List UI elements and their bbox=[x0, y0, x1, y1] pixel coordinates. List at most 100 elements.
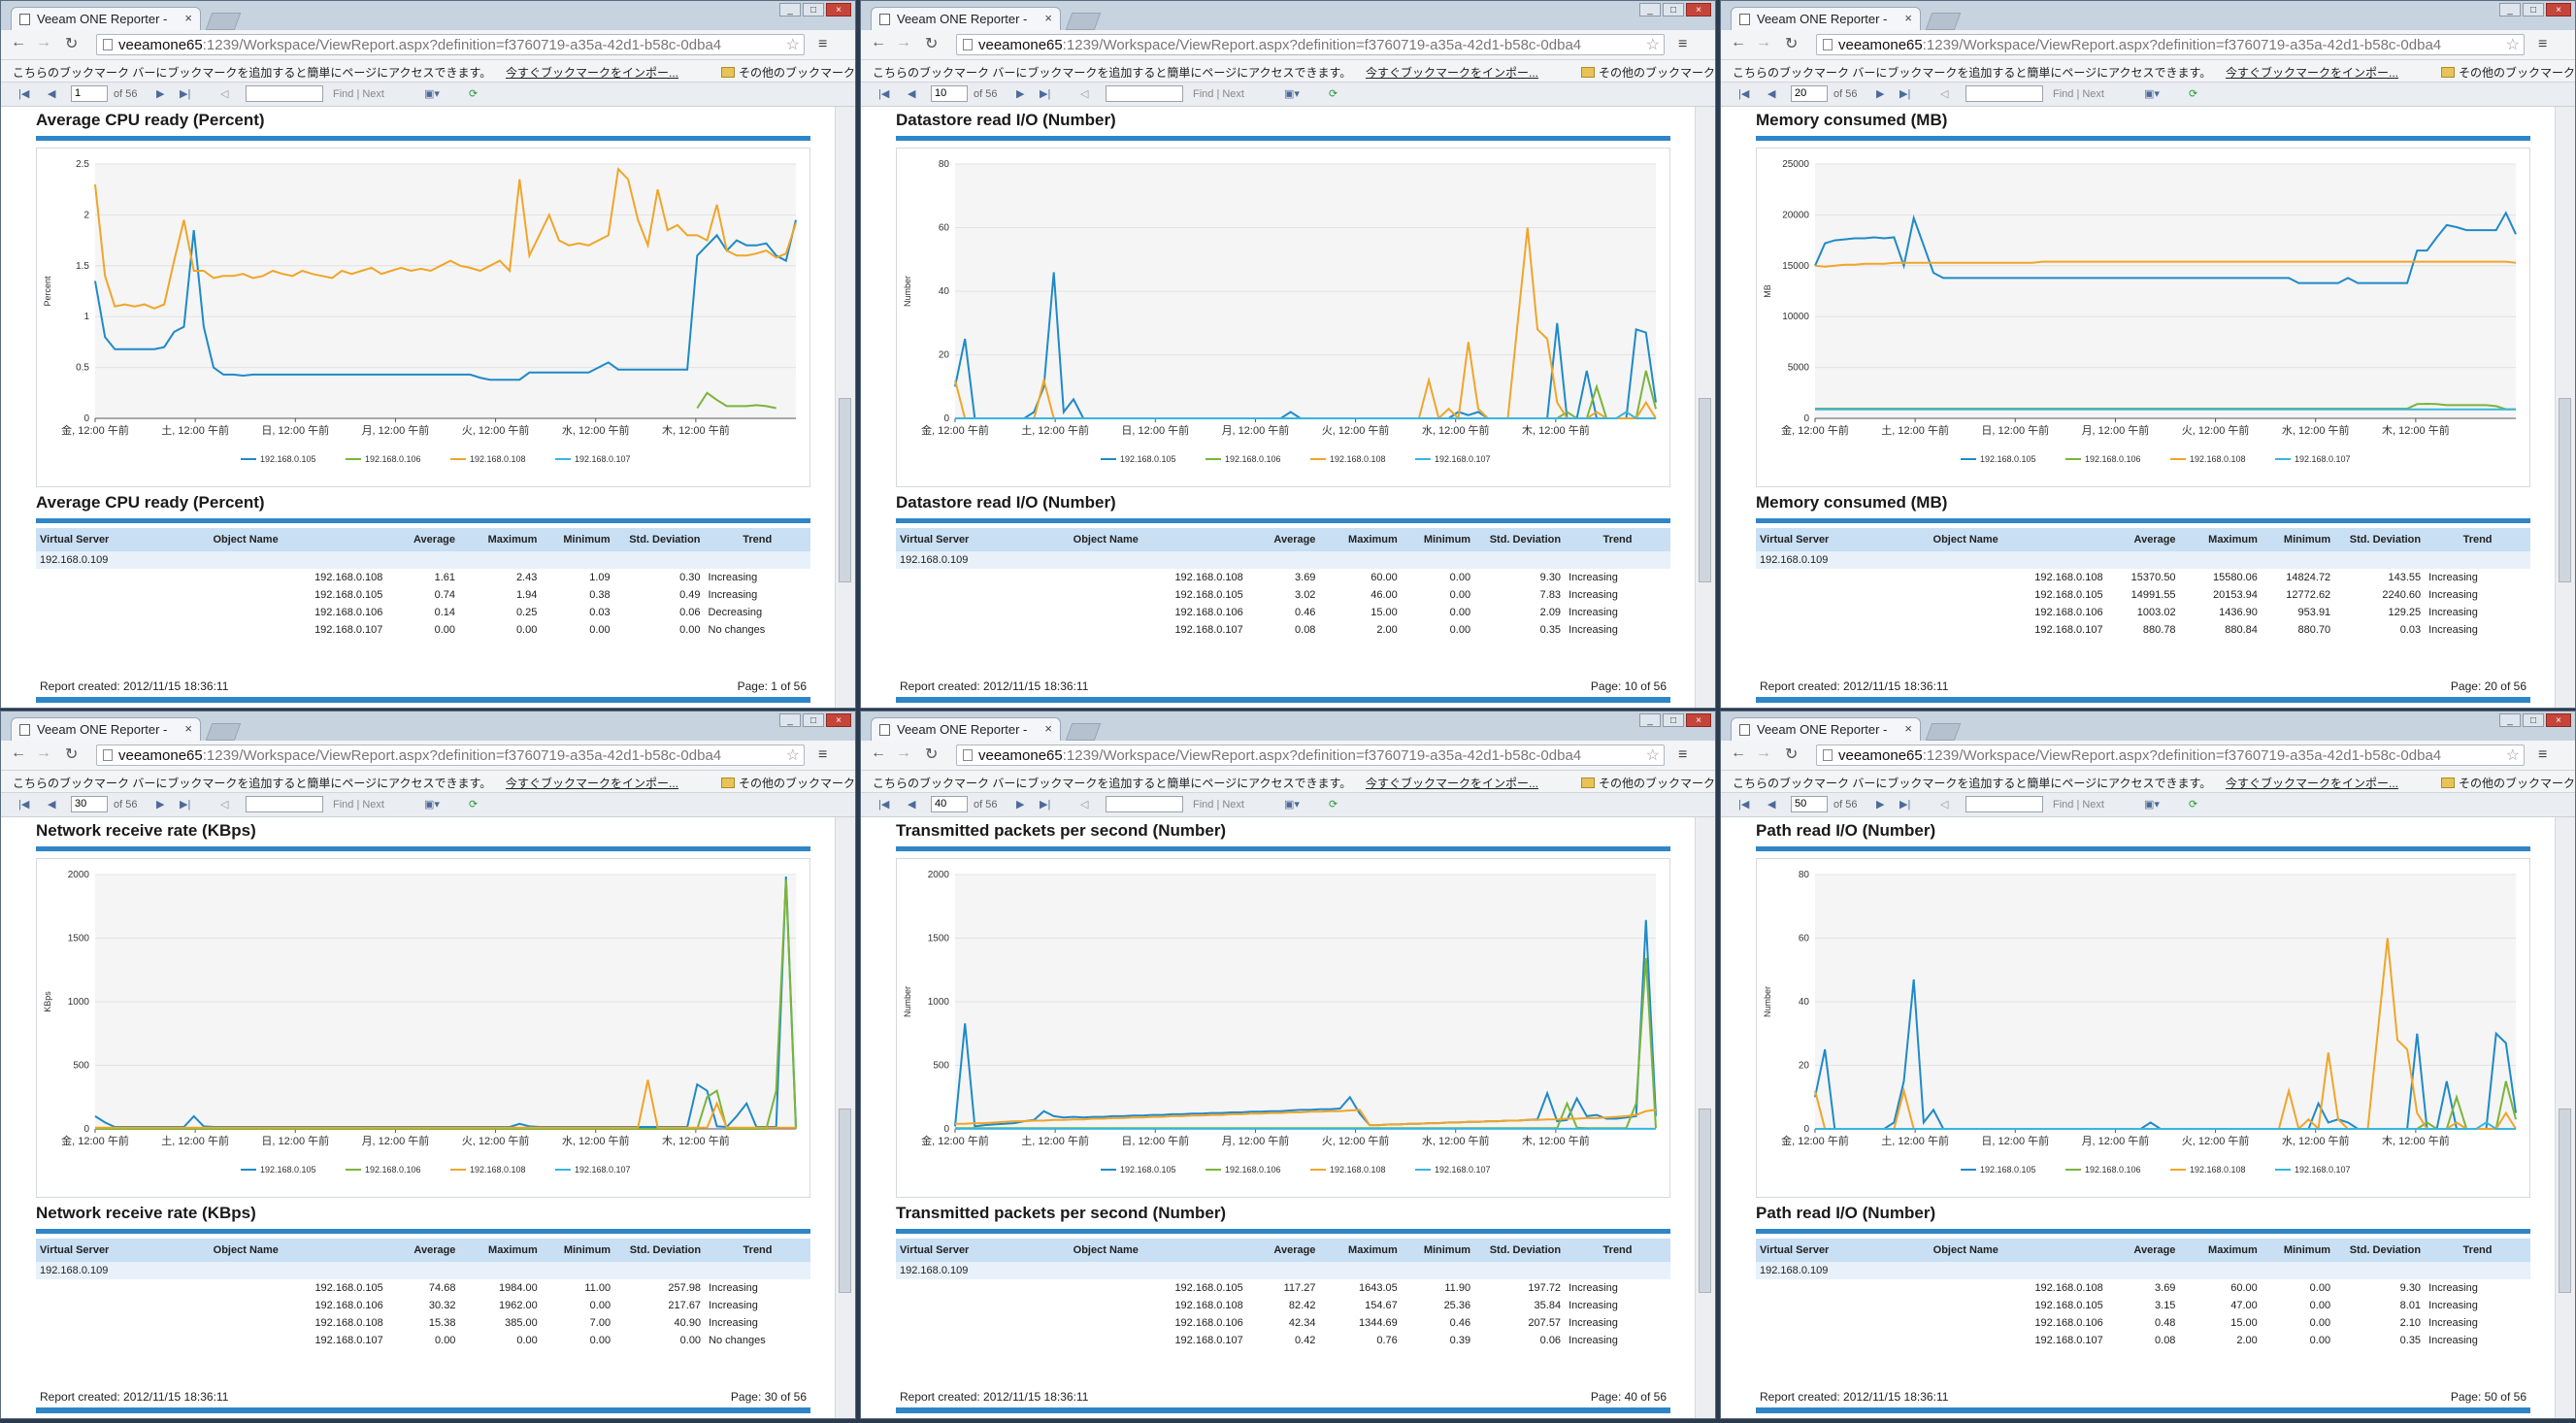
tab-close-icon[interactable]: × bbox=[1044, 721, 1052, 736]
column-header[interactable]: Virtual Server bbox=[1756, 528, 1930, 551]
back-arrow-icon[interactable]: ← bbox=[11, 745, 26, 761]
find-input[interactable] bbox=[1965, 796, 2043, 812]
new-tab-button[interactable] bbox=[1065, 13, 1102, 30]
export-icon[interactable]: ▣▾ bbox=[2144, 799, 2160, 811]
minimize-button[interactable]: _ bbox=[779, 713, 801, 727]
back-arrow-icon[interactable]: ← bbox=[1731, 34, 1746, 50]
find-input[interactable] bbox=[1106, 796, 1183, 812]
column-header[interactable]: Std. Deviation bbox=[1474, 528, 1566, 551]
first-page-icon[interactable]: |◀ bbox=[18, 88, 30, 100]
previous-page-icon[interactable]: ◀ bbox=[1767, 88, 1776, 100]
bookmark-star-icon[interactable]: ☆ bbox=[2505, 747, 2520, 764]
forward-arrow-icon[interactable]: → bbox=[36, 34, 51, 50]
previous-page-icon[interactable]: ◀ bbox=[908, 799, 916, 811]
import-bookmarks-link[interactable]: 今すぐブックマークをインポー... bbox=[1366, 66, 1539, 80]
column-header[interactable]: Object Name bbox=[1069, 528, 1247, 551]
column-header[interactable]: Object Name bbox=[1929, 528, 2107, 551]
previous-page-icon[interactable]: ◀ bbox=[48, 799, 56, 811]
column-header[interactable]: Trend bbox=[1565, 528, 1670, 551]
back-to-parent-icon[interactable]: ◁ bbox=[1940, 799, 1949, 811]
minimize-button[interactable]: _ bbox=[1639, 3, 1661, 17]
column-header[interactable]: Object Name bbox=[1069, 1239, 1247, 1262]
column-header[interactable]: Average bbox=[386, 1239, 460, 1262]
reload-icon[interactable]: ↻ bbox=[65, 746, 79, 763]
forward-arrow-icon[interactable]: → bbox=[896, 745, 911, 761]
new-tab-button[interactable] bbox=[205, 723, 242, 741]
tab-close-icon[interactable]: × bbox=[1904, 721, 1912, 736]
export-icon[interactable]: ▣▾ bbox=[1284, 88, 1300, 100]
find-next-links[interactable]: Find | Next bbox=[333, 88, 384, 100]
bookmark-star-icon[interactable]: ☆ bbox=[2505, 37, 2520, 53]
maximize-button[interactable]: □ bbox=[2523, 713, 2544, 727]
menu-icon[interactable]: ≡ bbox=[818, 36, 828, 52]
page-number-input[interactable]: 50 bbox=[1791, 796, 1828, 812]
scrollbar-thumb[interactable] bbox=[839, 398, 851, 582]
refresh-icon[interactable]: ⟳ bbox=[469, 799, 479, 811]
column-header[interactable]: Trend bbox=[705, 1239, 810, 1262]
other-bookmarks-button[interactable]: その他のブックマーク bbox=[1581, 64, 1715, 81]
browser-tab[interactable]: Veeam ONE Reporter - × bbox=[11, 717, 201, 741]
column-header[interactable]: Minimum bbox=[1401, 1239, 1475, 1262]
import-bookmarks-link[interactable]: 今すぐブックマークをインポー... bbox=[506, 66, 679, 80]
column-header[interactable]: Std. Deviation bbox=[614, 1239, 706, 1262]
last-page-icon[interactable]: ▶| bbox=[1040, 799, 1051, 811]
close-window-button[interactable]: × bbox=[826, 3, 851, 17]
column-header[interactable]: Minimum bbox=[541, 1239, 615, 1262]
refresh-icon[interactable]: ⟳ bbox=[2189, 88, 2198, 100]
find-input[interactable] bbox=[246, 796, 323, 812]
page-number-input[interactable]: 30 bbox=[71, 796, 108, 812]
column-header[interactable]: Minimum bbox=[1401, 528, 1475, 551]
column-header[interactable]: Std. Deviation bbox=[2334, 528, 2426, 551]
next-page-icon[interactable]: ▶ bbox=[1016, 88, 1025, 100]
browser-tab[interactable]: Veeam ONE Reporter - × bbox=[871, 717, 1061, 741]
forward-arrow-icon[interactable]: → bbox=[896, 34, 911, 50]
vertical-scrollbar[interactable] bbox=[2555, 107, 2575, 708]
close-window-button[interactable]: × bbox=[1686, 713, 1711, 727]
previous-page-icon[interactable]: ◀ bbox=[1767, 799, 1776, 811]
tab-close-icon[interactable]: × bbox=[1044, 11, 1052, 25]
forward-arrow-icon[interactable]: → bbox=[36, 745, 51, 761]
last-page-icon[interactable]: ▶| bbox=[1899, 799, 1911, 811]
column-header[interactable]: Virtual Server bbox=[1756, 1239, 1930, 1262]
column-header[interactable]: Virtual Server bbox=[36, 1239, 210, 1262]
maximize-button[interactable]: □ bbox=[803, 3, 824, 17]
other-bookmarks-button[interactable]: その他のブックマーク bbox=[721, 775, 855, 791]
column-header[interactable]: Maximum bbox=[459, 1239, 542, 1262]
find-input[interactable] bbox=[246, 85, 323, 102]
new-tab-button[interactable] bbox=[205, 13, 242, 30]
next-page-icon[interactable]: ▶ bbox=[1016, 799, 1025, 811]
previous-page-icon[interactable]: ◀ bbox=[48, 88, 56, 100]
column-header[interactable]: Minimum bbox=[541, 528, 614, 551]
first-page-icon[interactable]: |◀ bbox=[878, 88, 890, 100]
next-page-icon[interactable]: ▶ bbox=[1876, 799, 1885, 811]
browser-tab[interactable]: Veeam ONE Reporter - × bbox=[1731, 717, 1921, 741]
back-to-parent-icon[interactable]: ◁ bbox=[1080, 88, 1089, 100]
menu-icon[interactable]: ≡ bbox=[1678, 36, 1688, 52]
column-header[interactable]: Maximum bbox=[2179, 528, 2262, 551]
find-next-links[interactable]: Find | Next bbox=[1193, 799, 1244, 811]
back-arrow-icon[interactable]: ← bbox=[1731, 745, 1746, 761]
export-icon[interactable]: ▣▾ bbox=[424, 88, 440, 100]
vertical-scrollbar[interactable] bbox=[835, 817, 855, 1418]
column-header[interactable]: Average bbox=[386, 528, 460, 551]
import-bookmarks-link[interactable]: 今すぐブックマークをインポー... bbox=[1366, 777, 1539, 790]
bookmark-star-icon[interactable]: ☆ bbox=[1645, 37, 1660, 53]
find-input[interactable] bbox=[1965, 85, 2043, 102]
close-window-button[interactable]: × bbox=[2546, 713, 2571, 727]
scrollbar-thumb[interactable] bbox=[2559, 398, 2571, 582]
export-icon[interactable]: ▣▾ bbox=[1284, 799, 1300, 811]
maximize-button[interactable]: □ bbox=[803, 713, 824, 727]
reload-icon[interactable]: ↻ bbox=[925, 36, 939, 52]
page-number-input[interactable]: 1 bbox=[71, 85, 108, 102]
bookmark-star-icon[interactable]: ☆ bbox=[1645, 747, 1660, 764]
back-to-parent-icon[interactable]: ◁ bbox=[1940, 88, 1949, 100]
find-next-links[interactable]: Find | Next bbox=[1193, 88, 1244, 100]
find-next-links[interactable]: Find | Next bbox=[2053, 88, 2104, 100]
scrollbar-thumb[interactable] bbox=[1699, 398, 1711, 582]
page-number-input[interactable]: 40 bbox=[931, 796, 968, 812]
maximize-button[interactable]: □ bbox=[2523, 3, 2544, 17]
column-header[interactable]: Object Name bbox=[1929, 1239, 2107, 1262]
browser-tab[interactable]: Veeam ONE Reporter - × bbox=[11, 7, 201, 30]
column-header[interactable]: Virtual Server bbox=[896, 1239, 1070, 1262]
column-header[interactable]: Trend bbox=[1565, 1239, 1670, 1262]
